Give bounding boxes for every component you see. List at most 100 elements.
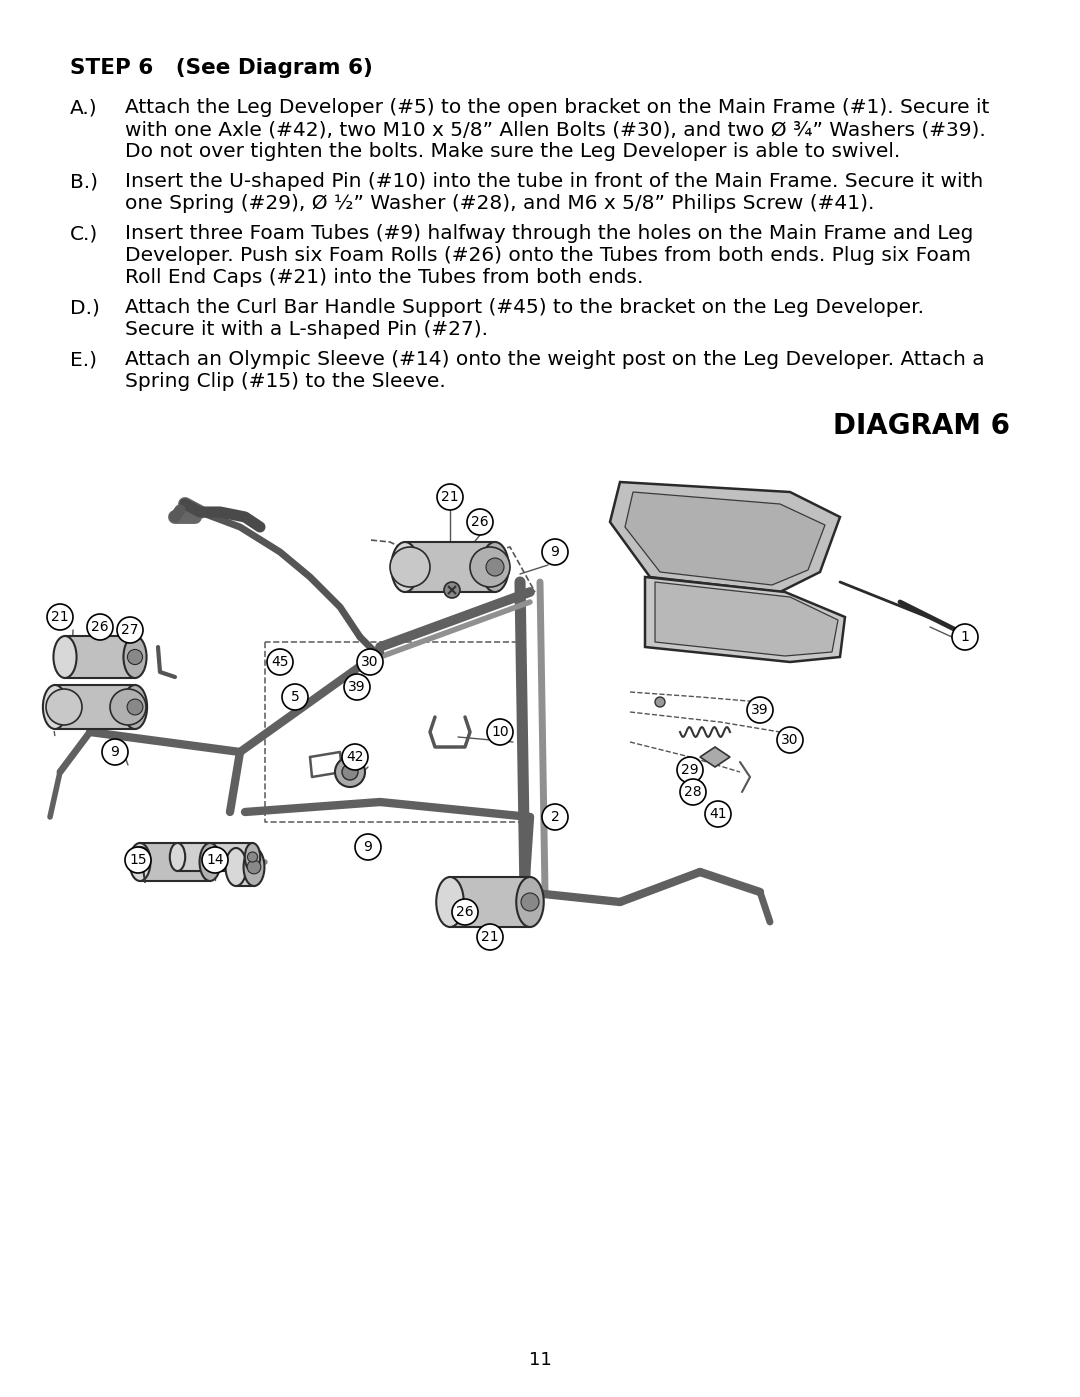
Polygon shape [645,577,845,662]
Circle shape [705,800,731,827]
Circle shape [125,847,151,873]
Text: 9: 9 [551,545,559,559]
Bar [237,848,254,886]
Text: D.): D.) [70,298,99,317]
Text: 26: 26 [91,620,109,634]
Text: E.): E.) [70,351,97,369]
Circle shape [453,900,478,925]
Polygon shape [625,492,825,585]
Text: DIAGRAM 6: DIAGRAM 6 [833,412,1010,440]
Text: Secure it with a L-shaped Pin (#27).: Secure it with a L-shaped Pin (#27). [125,320,488,339]
Text: 14: 14 [206,854,224,868]
Ellipse shape [516,877,543,928]
Circle shape [282,685,308,710]
Text: 9: 9 [364,840,373,854]
Text: 2: 2 [551,810,559,824]
Circle shape [470,548,510,587]
Circle shape [467,509,492,535]
Ellipse shape [130,842,150,882]
Circle shape [437,483,463,510]
Circle shape [444,583,460,598]
Ellipse shape [244,848,265,886]
Text: 39: 39 [752,703,769,717]
Text: 21: 21 [51,610,69,624]
Text: Insert the U-shaped Pin (#10) into the tube in front of the Main Frame. Secure i: Insert the U-shaped Pin (#10) into the t… [125,172,983,191]
Text: 1: 1 [960,630,970,644]
Circle shape [102,739,129,766]
Polygon shape [610,482,840,592]
Circle shape [87,615,113,640]
Circle shape [355,834,381,861]
Circle shape [680,780,706,805]
Circle shape [130,847,150,868]
Circle shape [951,624,978,650]
Bar [450,877,530,928]
Bar [177,842,253,870]
Text: B.): B.) [70,172,98,191]
Circle shape [487,719,513,745]
Circle shape [747,697,773,724]
Circle shape [542,805,568,830]
Circle shape [777,726,804,753]
Ellipse shape [226,848,246,886]
Ellipse shape [123,685,147,729]
Ellipse shape [391,542,419,592]
Text: Do not over tighten the bolts. Make sure the Leg Developer is able to swivel.: Do not over tighten the bolts. Make sure… [125,142,901,161]
Circle shape [654,697,665,707]
Circle shape [117,617,143,643]
Circle shape [203,855,217,869]
Circle shape [127,698,143,715]
Text: A.): A.) [70,98,97,117]
Text: 21: 21 [482,930,499,944]
Text: Insert three Foam Tubes (#9) halfway through the holes on the Main Frame and Leg: Insert three Foam Tubes (#9) halfway thr… [125,224,973,243]
Text: Attach the Curl Bar Handle Support (#45) to the bracket on the Leg Developer.: Attach the Curl Bar Handle Support (#45)… [125,298,924,317]
Text: 28: 28 [685,785,702,799]
Ellipse shape [436,877,463,928]
Text: 29: 29 [681,763,699,777]
Circle shape [677,757,703,782]
Ellipse shape [53,636,77,678]
Text: 9: 9 [110,745,120,759]
Text: C.): C.) [70,224,98,243]
Text: 15: 15 [130,854,147,868]
Text: Spring Clip (#15) to the Sleeve.: Spring Clip (#15) to the Sleeve. [125,372,446,391]
Circle shape [110,689,146,725]
Circle shape [127,650,143,665]
Circle shape [46,689,82,725]
Text: 39: 39 [348,680,366,694]
Text: STEP 6   (See Diagram 6): STEP 6 (See Diagram 6) [70,59,373,78]
Ellipse shape [43,685,67,729]
Circle shape [486,557,504,576]
Text: one Spring (#29), Ø ½” Washer (#28), and M6 x 5/8” Philips Screw (#41).: one Spring (#29), Ø ½” Washer (#28), and… [125,194,875,212]
Circle shape [267,650,293,675]
Circle shape [48,604,73,630]
Text: with one Axle (#42), two M10 x 5/8” Allen Bolts (#30), and two Ø ¾” Washers (#39: with one Axle (#42), two M10 x 5/8” Alle… [125,120,986,138]
Circle shape [357,650,383,675]
Bar [405,542,495,592]
Ellipse shape [245,842,260,870]
Circle shape [247,861,261,875]
Bar [55,685,135,729]
Circle shape [202,847,228,873]
Bar [65,636,135,678]
Ellipse shape [170,842,185,870]
Circle shape [780,732,789,742]
Ellipse shape [482,542,509,592]
Text: 30: 30 [361,655,379,669]
Text: 11: 11 [528,1351,552,1369]
Text: 41: 41 [710,807,727,821]
Text: 10: 10 [491,725,509,739]
Circle shape [335,757,365,787]
Circle shape [247,852,257,862]
Circle shape [345,673,370,700]
Text: 30: 30 [781,733,799,747]
Text: 21: 21 [442,490,459,504]
Text: Roll End Caps (#21) into the Tubes from both ends.: Roll End Caps (#21) into the Tubes from … [125,268,644,286]
Circle shape [342,745,368,770]
Circle shape [521,893,539,911]
Text: 5: 5 [291,690,299,704]
Text: Developer. Push six Foam Rolls (#26) onto the Tubes from both ends. Plug six Foa: Developer. Push six Foam Rolls (#26) ont… [125,246,971,265]
Circle shape [542,539,568,564]
Text: 45: 45 [271,655,288,669]
Ellipse shape [123,636,147,678]
